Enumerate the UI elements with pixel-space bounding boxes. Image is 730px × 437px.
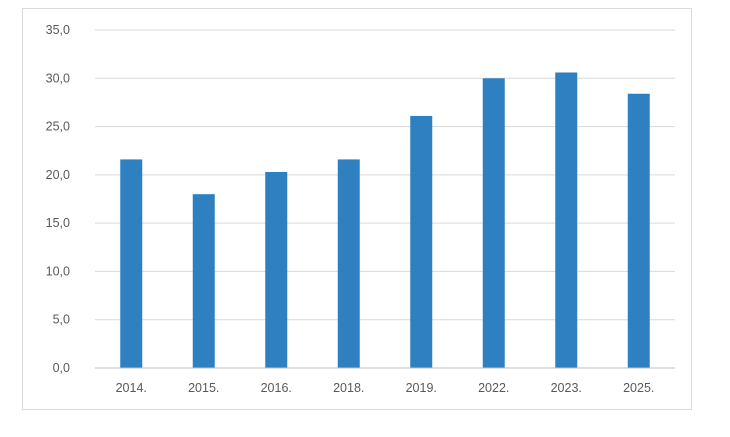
y-tick-label: 10,0 [46,264,70,278]
y-tick-label: 30,0 [46,71,70,85]
y-tick-label: 25,0 [46,120,70,134]
y-tick-label: 15,0 [46,216,70,230]
x-tick-label: 2014. [116,381,147,395]
x-tick-label: 2025. [623,381,654,395]
bar-2022 [482,78,505,369]
y-tick-label: 5,0 [53,313,70,327]
x-tick-label: 2018. [333,381,364,395]
x-axis-tick-labels: 2014. 2015. 2016. 2018. 2019. 2022. 2023. 2025. [116,381,655,395]
x-tick-label: 2023. [551,381,582,395]
x-tick-label: 2015. [188,381,219,395]
y-tick-label: 20,0 [46,168,70,182]
gridlines [95,29,675,321]
bar-2015 [192,194,215,368]
bar-2018 [337,159,360,368]
bar-2025 [627,93,650,368]
y-tick-label: 35,0 [46,23,70,37]
x-tick-label: 2019. [406,381,437,395]
bar-2023 [555,72,578,369]
y-tick-label: 0,0 [53,361,70,375]
bar-2019 [410,115,433,368]
bar-2014 [120,159,143,368]
bars [120,72,650,369]
bar-2016 [265,171,288,368]
y-axis-tick-labels: 0,0 5,0 10,0 15,0 20,0 25,0 30,0 35,0 [46,23,70,375]
x-tick-label: 2022. [478,381,509,395]
x-tick-label: 2016. [261,381,292,395]
